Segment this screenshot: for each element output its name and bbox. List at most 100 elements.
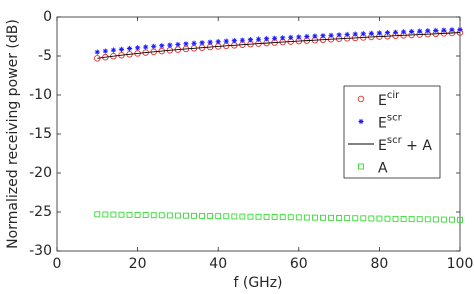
marker [296,34,302,40]
marker [255,36,262,42]
marker [336,32,342,38]
marker [191,212,197,219]
marker [352,31,358,37]
marker [400,215,407,222]
marker [94,49,100,55]
series-line [97,32,461,59]
marker [408,216,415,223]
legend-swatch [358,118,364,125]
marker [368,30,374,36]
marker [344,31,350,38]
y-tick-label: -25 [29,204,52,220]
marker [392,215,399,222]
marker [247,213,254,220]
legend-label-sup: scr [387,135,403,146]
marker [150,212,157,219]
marker [166,212,173,219]
marker [231,38,237,44]
marker [223,38,229,44]
marker [134,212,141,218]
marker [223,213,230,220]
marker [183,41,189,47]
marker [215,213,222,220]
marker [288,34,294,40]
marker [279,214,286,221]
marker [191,40,197,46]
marker [440,216,447,223]
x-tick-label: 80 [370,256,388,272]
marker [151,43,157,49]
legend-label-base: A [378,161,388,177]
marker [384,30,391,36]
marker [167,42,173,48]
marker [312,33,318,39]
marker [263,36,270,42]
marker [457,26,463,33]
marker [126,211,133,218]
legend-swatch [358,163,364,170]
marker [384,215,391,222]
marker [360,215,367,222]
marker [311,214,318,221]
marker [425,28,431,34]
marker [320,33,326,39]
marker [368,215,375,222]
marker [376,215,383,222]
marker [110,211,117,218]
marker [457,216,463,223]
x-tick-label: 0 [53,256,62,272]
marker [174,212,181,219]
marker [247,37,254,43]
marker [433,27,439,34]
marker [199,40,205,46]
marker [417,28,423,34]
x-axis-label: f (GHz) [233,275,282,291]
marker [110,47,117,53]
marker [303,214,310,221]
legend-label: Ecir [378,90,400,109]
marker [320,214,326,221]
marker [255,213,262,220]
marker [239,213,246,220]
legend-label-after: + A [402,138,433,154]
legend-label: Escr [378,113,403,132]
marker [280,35,286,41]
marker [126,45,133,52]
marker [328,32,334,38]
marker [142,212,149,218]
marker [376,30,382,36]
marker [158,212,165,219]
marker [199,212,206,219]
marker [287,214,294,221]
x-tick-label: 60 [290,256,308,272]
y-tick-label: -15 [29,126,52,142]
y-tick-label: -30 [29,243,52,259]
marker [424,216,431,223]
marker [118,211,125,218]
marker [328,214,334,221]
marker [231,213,238,220]
y-tick-label: -20 [29,165,52,181]
marker [215,39,221,45]
marker [239,37,245,43]
marker [159,43,165,49]
legend-label-sup: cir [387,90,400,101]
y-axis-label: Normalized receiving power (dB) [5,19,21,249]
marker [432,216,439,223]
marker [175,41,181,48]
marker [118,46,125,52]
marker [135,45,141,51]
marker [448,216,455,223]
marker [409,28,415,35]
legend-swatch [357,95,365,103]
marker [143,44,149,50]
legend-label-base: E [378,138,387,154]
x-tick-label: 40 [209,256,227,272]
marker [360,31,366,37]
marker [102,48,108,54]
legend-label-base: E [378,93,387,109]
x-tick-label: 20 [129,256,147,272]
marker [272,35,278,41]
marker [102,211,109,218]
